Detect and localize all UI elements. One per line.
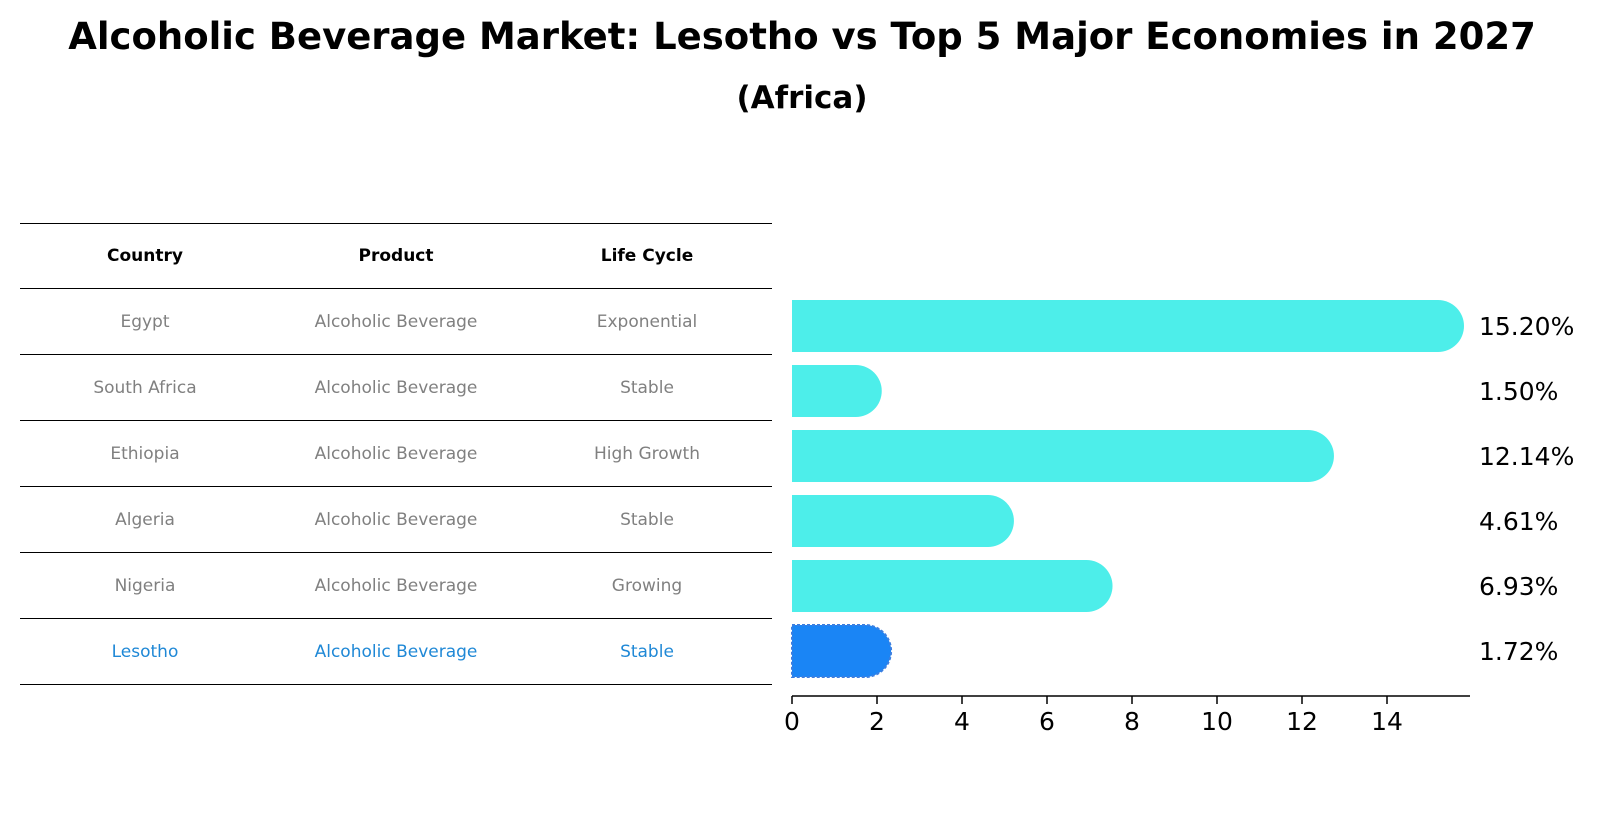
life-cycle-cell: Stable [620,509,674,530]
x-tick-label: 2 [869,707,885,736]
bar-egypt [792,300,1464,352]
x-tick-label: 8 [1124,707,1140,736]
life-cycle-cell: Exponential [596,311,698,332]
value-label: 4.61% [1479,507,1558,536]
header-country: Country [107,246,183,266]
product-cell: Alcoholic Beverage [314,575,478,596]
product-cell: Alcoholic Beverage [314,509,478,530]
country-cell: Lesotho [111,641,179,662]
x-tick-label: 10 [1201,707,1233,736]
bar-lesotho [791,624,893,678]
product-cell: Alcoholic Beverage [314,377,478,398]
life-cycle-cell: Stable [620,377,674,398]
life-cycle-cell: Growing [611,575,683,596]
x-tick-label: 4 [954,707,970,736]
table-row: Egypt Alcoholic Beverage Exponential [20,289,772,355]
value-label: 6.93% [1479,572,1558,601]
country-cell: Egypt [120,311,170,332]
table-row: Algeria Alcoholic Beverage Stable [20,487,772,553]
product-cell: Alcoholic Beverage [314,311,478,332]
header-product: Product [358,246,434,266]
product-cell: Alcoholic Beverage [314,443,478,464]
value-label: 1.72% [1479,637,1558,666]
value-label: 12.14% [1479,442,1574,471]
x-tick-label: 6 [1039,707,1055,736]
product-cell: Alcoholic Beverage [314,641,478,662]
market-table: Country Product Life Cycle Egypt Alcohol… [20,223,772,685]
country-cell: Nigeria [114,575,176,596]
x-tick-label: 0 [784,707,800,736]
country-cell: Ethiopia [110,443,180,464]
bar-nigeria [792,560,1113,612]
table-row: Nigeria Alcoholic Beverage Growing [20,553,772,619]
life-cycle-cell: Stable [620,641,674,662]
table-header: Country Product Life Cycle [20,223,772,289]
value-label: 1.50% [1479,377,1558,406]
country-cell: Algeria [115,509,175,530]
life-cycle-cell: High Growth [593,443,700,464]
bar-south-africa [792,365,882,417]
chart-subtitle: (Africa) [736,80,868,116]
header-life-cycle: Life Cycle [600,246,694,266]
table-row: Ethiopia Alcoholic Beverage High Growth [20,421,772,487]
country-cell: South Africa [93,377,197,398]
bar-algeria [792,495,1014,547]
value-label: 15.20% [1479,312,1574,341]
table-row: South Africa Alcoholic Beverage Stable [20,355,772,421]
chart-title: Alcoholic Beverage Market: Lesotho vs To… [68,15,1536,58]
x-tick-label: 12 [1286,707,1318,736]
x-tick-label: 14 [1371,707,1403,736]
table-row-highlighted: Lesotho Alcoholic Beverage Stable [20,619,772,685]
bar-ethiopia [792,430,1334,482]
